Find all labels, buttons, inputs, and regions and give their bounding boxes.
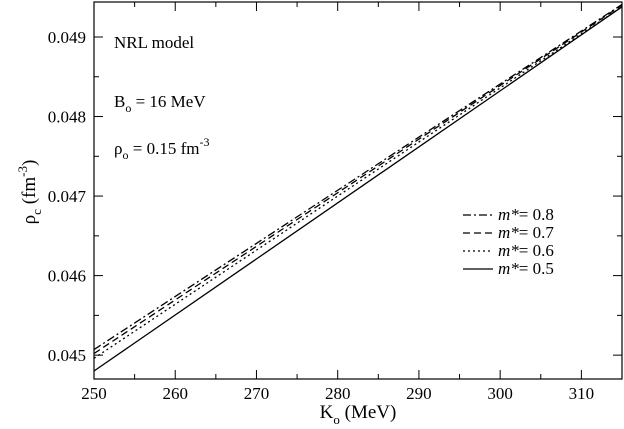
legend: m*= 0.8m*= 0.7m*= 0.6m*= 0.5 (463, 205, 554, 278)
y-axis-symbol: ρ (19, 215, 40, 224)
y-tick-label: 0.049 (48, 28, 86, 47)
series-line-3 (93, 6, 623, 372)
legend-mass-value: = 0.7 (519, 223, 555, 242)
density-subscript: o (122, 148, 128, 162)
model-annotation: NRL model (114, 33, 194, 52)
x-axis-subscript: o (333, 412, 340, 427)
series-layer (93, 3, 623, 372)
x-tick-label: 260 (162, 384, 188, 403)
x-tick-label: 250 (81, 384, 107, 403)
legend-mass-symbol: m* (498, 241, 519, 260)
legend-label-1: m*= 0.7 (498, 223, 554, 242)
y-axis-label: ρc (fm-3) (15, 160, 44, 225)
x-tick-label: 300 (487, 384, 513, 403)
x-tick-label: 290 (406, 384, 432, 403)
plot-frame (93, 1, 623, 380)
binding-subscript: o (125, 101, 131, 115)
density-superscript: -3 (199, 135, 209, 149)
legend-mass-value: = 0.6 (519, 241, 554, 260)
binding-value: = 16 MeV (131, 92, 206, 111)
binding-symbol: B (114, 92, 125, 111)
y-tick-label: 0.048 (48, 108, 86, 127)
legend-mass-value: = 0.8 (519, 205, 554, 224)
y-tick-label: 0.047 (48, 187, 87, 206)
legend-label-0: m*= 0.8 (498, 205, 554, 224)
y-axis-unit: (fm (19, 177, 40, 209)
x-axis-symbol: K (320, 402, 334, 423)
binding-energy-annotation: Bo = 16 MeV (114, 92, 206, 115)
ticks-layer: 250 260 270 280 290 300 310 0.045 0.046 0.047 0.04… (48, 2, 622, 403)
y-tick-label: 0.045 (48, 346, 86, 365)
y-axis-subscript: c (29, 209, 44, 215)
y-axis-close: ) (19, 160, 40, 166)
x-axis-label: Ko (MeV) (320, 402, 397, 427)
legend-mass-value: = 0.5 (519, 259, 554, 278)
series-line-1 (93, 4, 623, 355)
legend-label-3: m*= 0.5 (498, 259, 554, 278)
density-value: = 0.15 fm (128, 139, 199, 158)
series-line-0 (93, 3, 623, 351)
x-tick-label: 280 (325, 384, 351, 403)
y-axis-superscript: -3 (15, 166, 30, 177)
series-line-2 (93, 6, 623, 359)
saturation-density-annotation: ρo = 0.15 fm-3 (114, 135, 209, 162)
x-axis-unit: (MeV) (340, 402, 396, 423)
x-tick-label: 270 (244, 384, 270, 403)
y-tick-label: 0.046 (48, 267, 86, 286)
legend-mass-symbol: m* (498, 205, 519, 224)
x-tick-label: 310 (569, 384, 595, 403)
legend-label-2: m*= 0.6 (498, 241, 554, 260)
legend-mass-symbol: m* (498, 259, 519, 278)
density-symbol: ρ (114, 139, 122, 158)
legend-mass-symbol: m* (498, 223, 519, 242)
